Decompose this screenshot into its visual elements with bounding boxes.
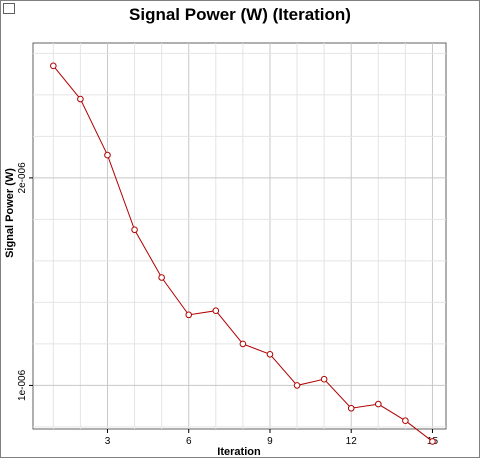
data-point (131, 226, 138, 234)
chart-title: Signal Power (W) (Iteration) (129, 5, 351, 24)
data-point (402, 417, 409, 424)
data-point (158, 274, 165, 281)
x-tick-label: 6 (186, 436, 192, 447)
y-tick-label: 1e-006 (17, 369, 28, 401)
data-point (185, 311, 193, 319)
data-point (212, 307, 220, 315)
data-point (320, 375, 328, 383)
data-point (239, 340, 247, 348)
x-axis-label: Iteration (217, 446, 261, 457)
grid (33, 43, 446, 429)
data-point (266, 350, 274, 358)
data-point (104, 151, 111, 159)
data-point (429, 438, 436, 445)
data-point (293, 382, 301, 389)
x-tick-label: 12 (346, 436, 358, 447)
y-tick-label: 2e-006 (17, 162, 28, 194)
data-point (50, 62, 57, 70)
y-axis-label: Signal Power (W) (4, 168, 16, 258)
x-tick-label: 9 (267, 436, 273, 447)
data-point (374, 400, 382, 408)
data-point (77, 95, 84, 103)
chart-window-icon[interactable] (3, 3, 15, 14)
data-point (347, 404, 355, 412)
series (50, 62, 436, 445)
x-tick-label: 3 (105, 436, 111, 447)
plot-area (32, 42, 447, 430)
